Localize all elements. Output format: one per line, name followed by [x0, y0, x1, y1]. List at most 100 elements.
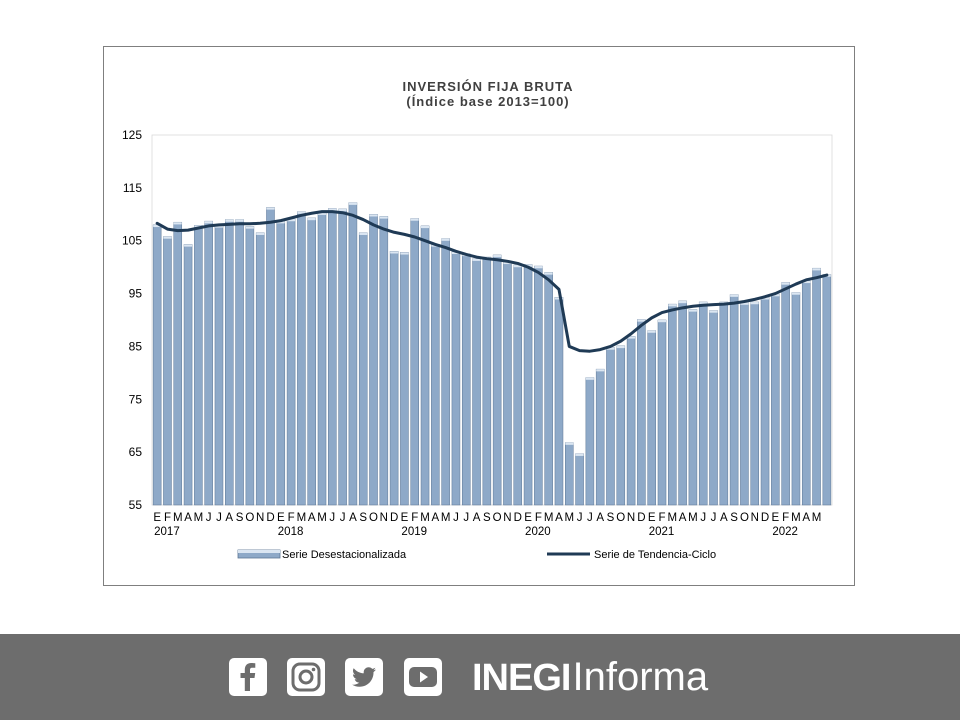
x-tick-label: S	[730, 512, 738, 524]
x-tick-label: J	[216, 512, 222, 524]
bar	[616, 345, 626, 506]
x-tick-label: A	[308, 512, 316, 524]
bar-highlight	[647, 330, 656, 333]
x-tick-label: J	[463, 512, 469, 524]
bar	[163, 236, 172, 506]
inegi-informa-logo[interactable]: INEGIInforma	[472, 652, 708, 702]
bar	[534, 265, 543, 506]
bar-highlight	[781, 282, 790, 285]
x-tick-label: E	[771, 512, 779, 524]
bar	[688, 309, 698, 506]
x-tick-label: E	[401, 512, 409, 524]
x-tick-label: A	[184, 512, 192, 524]
youtube-icon[interactable]	[404, 658, 442, 696]
legend-bar-label: Serie Desestacionalizada	[282, 549, 407, 561]
brand-strong-text: INEGI	[472, 657, 571, 699]
bar-highlight	[328, 208, 337, 211]
bar-highlight	[678, 300, 687, 304]
bar	[482, 256, 492, 506]
chart-title: INVERSIÓN FIJA BRUTA	[403, 79, 574, 94]
bar-highlight	[730, 294, 739, 297]
chart-frame: INVERSIÓN FIJA BRUTA (Índice base 2013=1…	[103, 46, 855, 586]
x-tick-label: J	[587, 512, 593, 524]
y-tick-label: 115	[123, 181, 142, 195]
chart-subtitle: (Índice base 2013=100)	[406, 94, 569, 109]
bar	[750, 301, 759, 506]
bar-highlight	[451, 251, 460, 255]
x-tick-label: O	[369, 512, 378, 524]
x-tick-label: M	[420, 512, 430, 524]
plot-area	[151, 134, 833, 506]
bar	[225, 219, 234, 506]
facebook-icon[interactable]	[229, 658, 267, 696]
bar	[297, 211, 306, 506]
bar-highlight	[596, 369, 605, 372]
x-tick-label: M	[441, 512, 451, 524]
bar-highlight	[194, 225, 203, 228]
x-tick-label: J	[329, 512, 335, 524]
x-tick-label: A	[431, 512, 439, 524]
bar	[276, 220, 286, 506]
bar	[194, 225, 203, 506]
bar	[214, 225, 224, 506]
x-tick-label: J	[711, 512, 717, 524]
bar-highlight	[153, 224, 162, 228]
bar	[400, 252, 409, 506]
x-tick-label: N	[503, 512, 511, 524]
bar	[431, 244, 440, 506]
bar-highlight	[802, 280, 811, 284]
x-tick-label: M	[544, 512, 554, 524]
bar	[698, 301, 708, 506]
x-tick-label: M	[688, 512, 698, 524]
bar-highlight	[204, 221, 213, 224]
x-tick-label: O	[493, 512, 502, 524]
bar-highlight	[307, 217, 316, 221]
bar	[575, 453, 584, 506]
bar	[441, 238, 450, 506]
bar	[595, 368, 605, 506]
bar-highlight	[709, 310, 718, 313]
bar-highlight	[338, 209, 347, 212]
x-tick-label: E	[648, 512, 656, 524]
x-tick-label: F	[288, 512, 295, 524]
x-tick-label: F	[782, 512, 789, 524]
bar-highlight	[441, 238, 450, 241]
bar	[379, 216, 389, 506]
bar-highlight	[616, 345, 625, 349]
bar	[812, 267, 821, 506]
x-tick-label: M	[668, 512, 678, 524]
bar-highlight	[421, 225, 430, 229]
bar-highlight	[173, 222, 182, 225]
x-tick-label: F	[535, 512, 542, 524]
bar	[328, 208, 337, 506]
bar	[791, 292, 801, 506]
bar	[822, 274, 832, 506]
y-tick-label: 125	[122, 128, 142, 142]
trend-series	[155, 210, 829, 353]
bar-highlight	[771, 294, 780, 297]
bar	[544, 272, 553, 506]
twitter-icon[interactable]	[345, 658, 383, 696]
bar-highlight	[214, 225, 223, 228]
bar	[369, 214, 378, 506]
x-year-label: 2017	[154, 526, 180, 538]
bar-highlight	[379, 216, 388, 219]
bar	[709, 310, 718, 506]
bar	[565, 442, 574, 506]
bar-highlight	[256, 232, 265, 235]
bar	[286, 218, 296, 506]
bar	[668, 303, 677, 506]
instagram-icon[interactable]	[287, 658, 325, 696]
bar	[152, 224, 162, 506]
x-tick-label: E	[524, 512, 532, 524]
y-tick-label: 85	[129, 339, 143, 353]
x-tick-label: O	[245, 512, 254, 524]
x-tick-label: A	[473, 512, 481, 524]
x-tick-label: D	[637, 512, 645, 524]
bar	[338, 208, 347, 506]
bar-highlight	[390, 251, 399, 254]
bar	[554, 297, 564, 506]
bar-highlight	[410, 218, 419, 221]
bar	[740, 302, 749, 506]
